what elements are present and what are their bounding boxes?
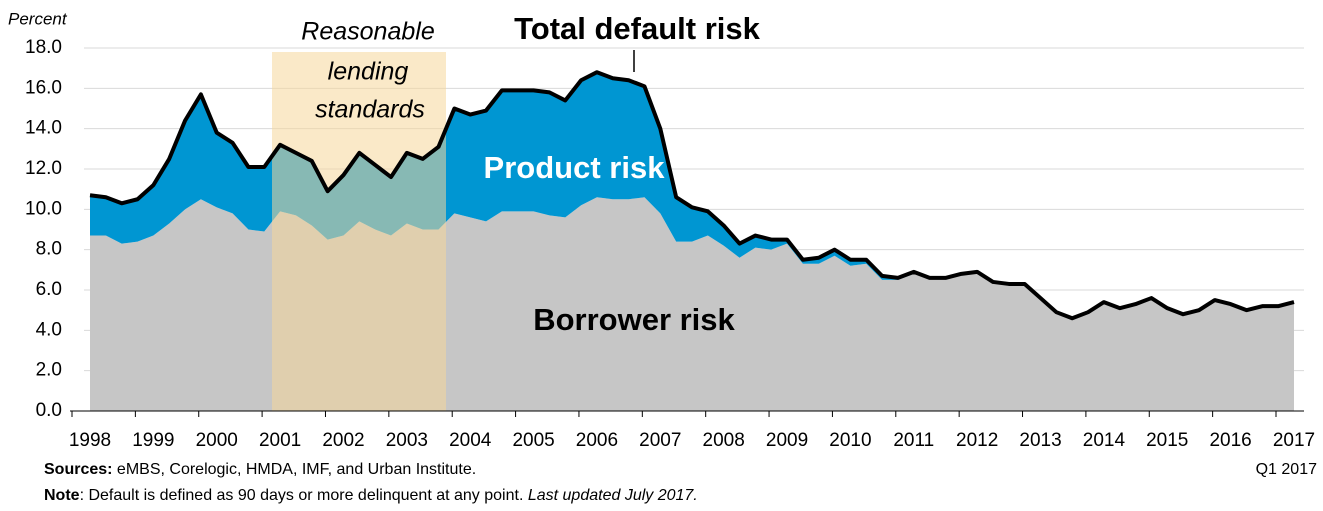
x-tick-label: 2013: [1019, 430, 1061, 451]
note: Note: Default is defined as 90 days or m…: [44, 487, 698, 504]
x-tick-label: 2010: [829, 430, 871, 451]
y-tick-label: 10.0: [25, 198, 62, 219]
annotation: standards: [315, 96, 425, 124]
x-tick-label: 2002: [322, 430, 364, 451]
x-tick-label: 1999: [132, 430, 174, 451]
y-tick-label: 14.0: [25, 118, 62, 139]
y-tick-label: 18.0: [25, 37, 62, 58]
line: [89, 70, 1295, 321]
y-tick-label: 8.0: [36, 239, 62, 260]
y-tick-label: 12.0: [25, 158, 62, 179]
lines: [89, 70, 1295, 321]
y-tick-label: 6.0: [36, 279, 62, 300]
sources-text: eMBS, Corelogic, HMDA, IMF, and Urban In…: [117, 461, 476, 478]
x-tick-label: 2006: [576, 430, 618, 451]
x-tick-label: 2009: [766, 430, 808, 451]
x-tick-label: 2015: [1146, 430, 1188, 451]
series-label: Total default risk: [514, 11, 761, 46]
series-label: Product risk: [484, 150, 666, 185]
sources: Sources: eMBS, Corelogic, HMDA, IMF, and…: [44, 461, 476, 478]
last-period-label: Q1 2017: [1256, 461, 1317, 478]
x-tick-label: 2011: [893, 430, 934, 451]
y-axis-label: Percent: [8, 9, 68, 28]
sources-label: Sources:: [44, 461, 112, 478]
x-tick-label: 2001: [259, 430, 301, 451]
x-tick-label: 2000: [196, 430, 238, 451]
y-tick-label: 4.0: [36, 319, 62, 340]
y-tick-label: 16.0: [25, 77, 62, 98]
x-tick-label: 2004: [449, 430, 492, 451]
x-tick-label: 2016: [1209, 430, 1251, 451]
note-italic: Last updated July 2017.: [528, 487, 698, 504]
x-tick-label: 2012: [956, 430, 998, 451]
series-label: Borrower risk: [533, 302, 735, 337]
x-tick-label: 2008: [703, 430, 745, 451]
x-tick-label: 2005: [512, 430, 554, 451]
x-tick-label: 1998: [69, 430, 111, 451]
shaded-period: [272, 52, 446, 411]
y-tick-label: 2.0: [36, 360, 62, 381]
x-tick-label: 2014: [1083, 430, 1126, 451]
x-tick-label: 2003: [386, 430, 428, 451]
y-tick-label: 0.0: [36, 400, 62, 421]
note-label: Note: [44, 487, 80, 504]
x-tick-label: 2017: [1273, 430, 1315, 451]
note-text: : Default is defined as 90 days or more …: [80, 487, 528, 504]
annotation: lending: [328, 58, 409, 86]
areas: [90, 72, 1294, 411]
x-tick-label: 2007: [639, 430, 681, 451]
annotation: Reasonable: [301, 18, 434, 46]
